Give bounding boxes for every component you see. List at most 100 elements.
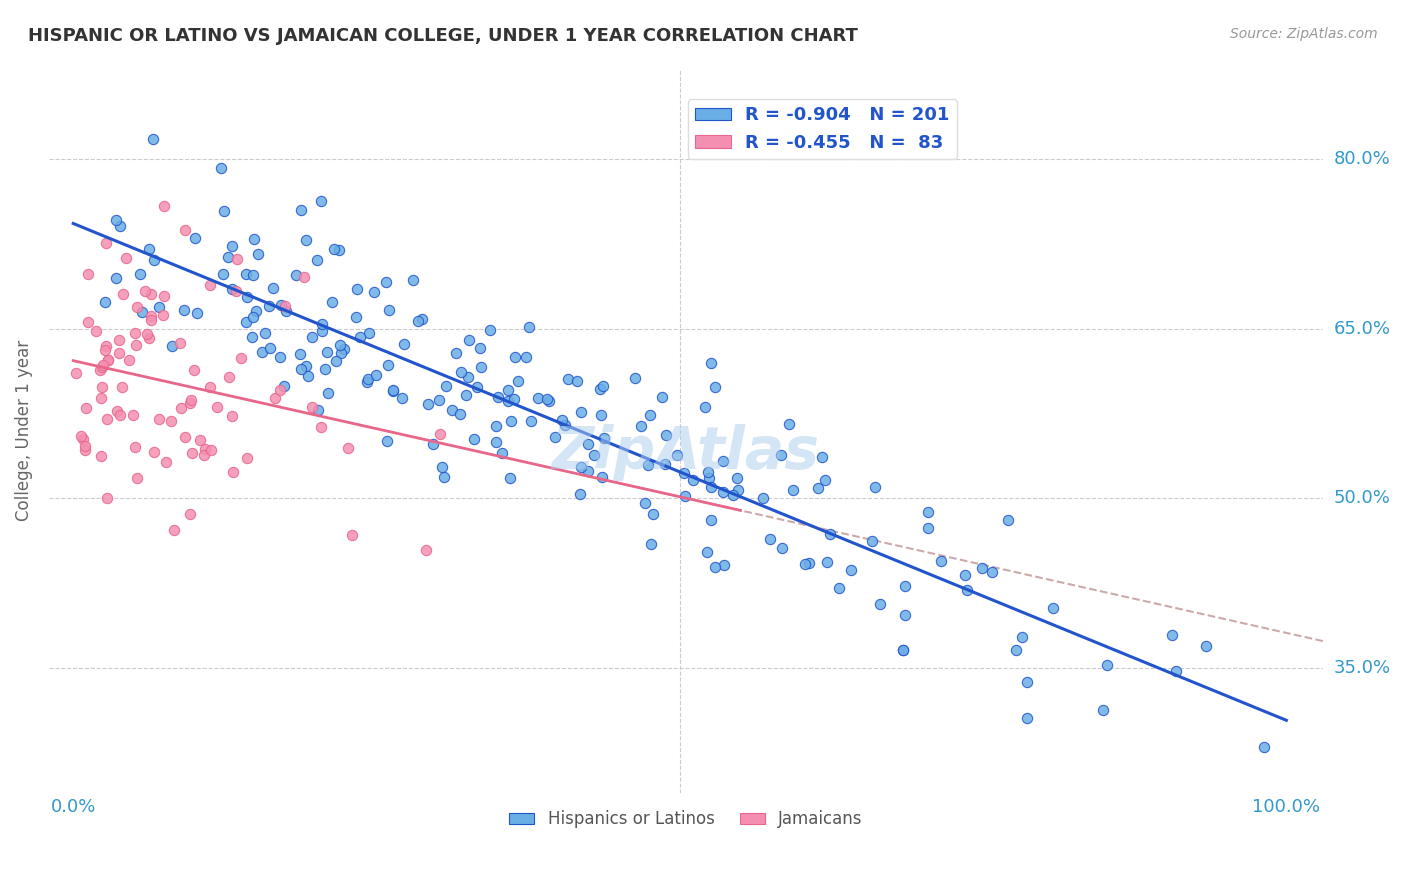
Point xyxy=(136,327,159,342)
Point xyxy=(138,331,160,345)
Point xyxy=(75,439,97,453)
Point xyxy=(181,446,204,460)
Point xyxy=(640,537,662,551)
Point xyxy=(273,379,295,393)
Point xyxy=(270,298,292,312)
Point xyxy=(263,391,285,405)
Point xyxy=(290,346,312,360)
Point xyxy=(1042,601,1064,615)
Point xyxy=(336,442,359,456)
Point xyxy=(153,199,176,213)
Point xyxy=(212,267,235,281)
Point xyxy=(314,362,336,376)
Point xyxy=(96,236,118,251)
Point xyxy=(242,310,264,325)
Point xyxy=(125,337,148,351)
Point xyxy=(869,597,891,611)
Point xyxy=(416,397,439,411)
Point xyxy=(180,393,202,408)
Point xyxy=(94,339,117,353)
Point xyxy=(214,204,236,219)
Point xyxy=(557,372,579,386)
Point xyxy=(160,339,183,353)
Text: ZipAtlas: ZipAtlas xyxy=(553,424,820,481)
Point xyxy=(470,360,492,375)
Point xyxy=(221,282,243,296)
Point xyxy=(700,480,723,494)
Text: 35.0%: 35.0% xyxy=(1334,659,1391,677)
Point xyxy=(173,302,195,317)
Point xyxy=(297,368,319,383)
Point xyxy=(593,431,616,445)
Point xyxy=(262,281,284,295)
Point xyxy=(997,512,1019,526)
Point xyxy=(142,132,165,146)
Point xyxy=(357,326,380,341)
Point xyxy=(696,545,718,559)
Point xyxy=(225,252,247,266)
Point xyxy=(153,289,176,303)
Point xyxy=(225,284,247,298)
Point xyxy=(96,412,118,426)
Point xyxy=(458,333,481,347)
Point xyxy=(148,412,170,426)
Point xyxy=(468,341,491,355)
Point xyxy=(818,526,841,541)
Point xyxy=(814,473,837,487)
Point xyxy=(127,301,149,315)
Point xyxy=(346,282,368,296)
Point xyxy=(381,384,404,398)
Point xyxy=(654,457,676,471)
Point xyxy=(129,267,152,281)
Point xyxy=(170,401,193,415)
Point xyxy=(276,304,298,318)
Point xyxy=(828,581,851,595)
Point xyxy=(198,277,221,292)
Point xyxy=(807,481,830,495)
Point xyxy=(839,563,862,577)
Point xyxy=(77,315,100,329)
Point xyxy=(515,350,537,364)
Point xyxy=(84,324,107,338)
Point xyxy=(666,449,689,463)
Point xyxy=(141,313,163,327)
Point xyxy=(520,414,543,428)
Point xyxy=(141,286,163,301)
Point xyxy=(143,252,166,267)
Point xyxy=(142,445,165,459)
Point xyxy=(956,583,979,598)
Point xyxy=(815,556,838,570)
Point xyxy=(1092,703,1115,717)
Point xyxy=(588,383,610,397)
Point xyxy=(292,269,315,284)
Point xyxy=(491,446,513,460)
Point xyxy=(536,392,558,406)
Point xyxy=(90,450,112,464)
Point xyxy=(503,351,526,365)
Point xyxy=(285,268,308,283)
Point xyxy=(330,345,353,359)
Point xyxy=(105,270,128,285)
Point xyxy=(517,319,540,334)
Point xyxy=(499,471,522,485)
Point xyxy=(700,513,723,527)
Point xyxy=(218,369,240,384)
Point xyxy=(630,419,652,434)
Point xyxy=(794,557,817,571)
Point xyxy=(651,390,673,404)
Point xyxy=(485,419,508,434)
Text: 50.0%: 50.0% xyxy=(1334,490,1391,508)
Point xyxy=(1015,711,1038,725)
Point xyxy=(235,315,257,329)
Point xyxy=(582,448,605,462)
Point xyxy=(108,333,131,347)
Point xyxy=(465,380,488,394)
Point xyxy=(179,507,201,521)
Point xyxy=(183,362,205,376)
Point xyxy=(1095,657,1118,672)
Point xyxy=(90,359,112,374)
Point xyxy=(186,306,208,320)
Point xyxy=(325,354,347,368)
Point xyxy=(316,386,339,401)
Point xyxy=(315,344,337,359)
